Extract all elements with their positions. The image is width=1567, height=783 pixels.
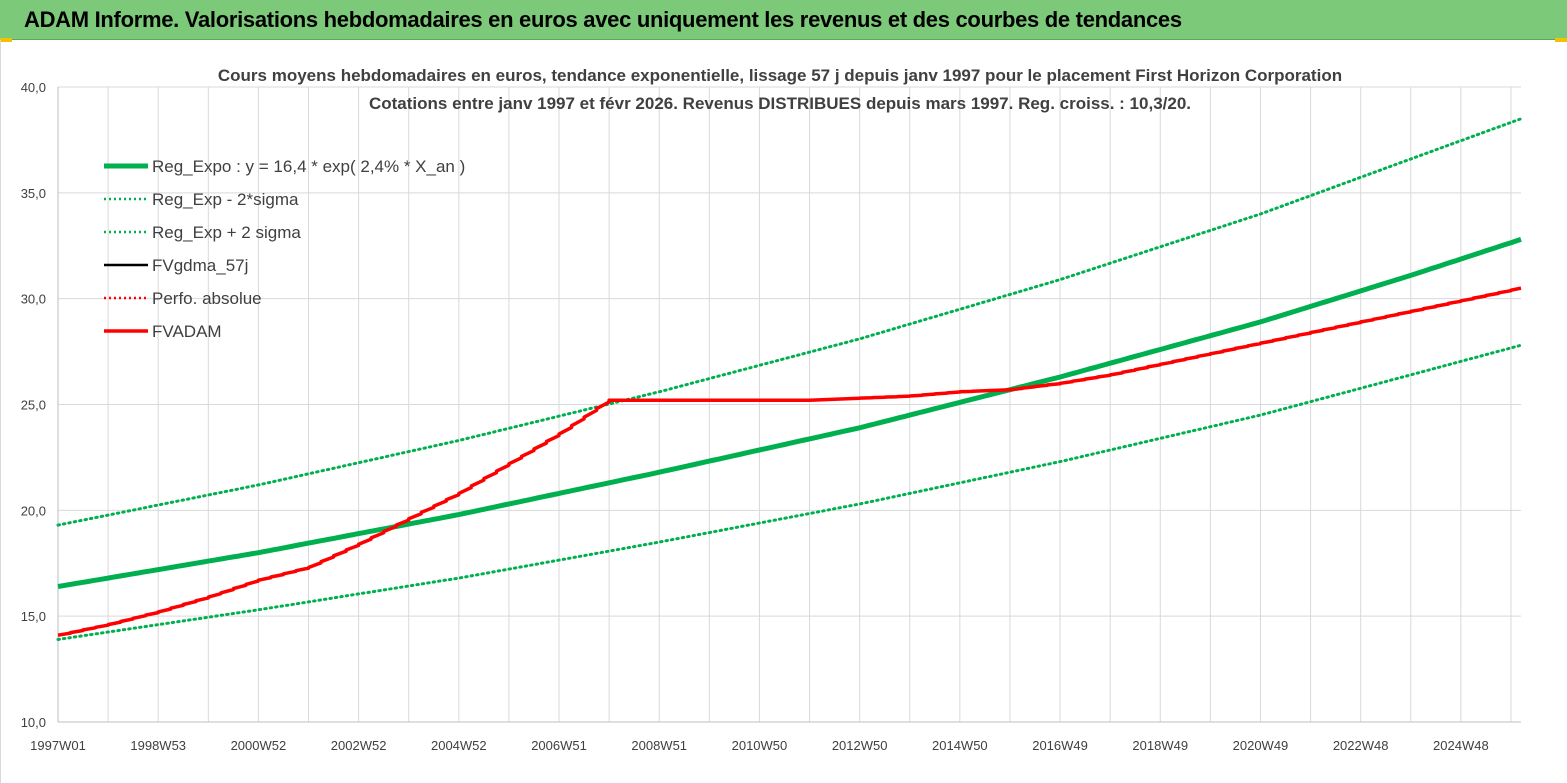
chart-title-line-1: Cours moyens hebdomadaires en euros, ten… xyxy=(218,66,1342,85)
series-line-0 xyxy=(57,237,1522,589)
x-tick-label: 2008W51 xyxy=(631,738,687,753)
series-line-1 xyxy=(56,343,1523,641)
x-tick-label: 2024W48 xyxy=(1433,738,1489,753)
y-tick-label: 20,0 xyxy=(21,503,46,518)
y-tick-label: 30,0 xyxy=(21,292,46,307)
x-tick-label: 2014W50 xyxy=(932,738,988,753)
y-tick-label: 15,0 xyxy=(21,609,46,624)
grid-layer xyxy=(57,86,1521,723)
chart-legend: Reg_Expo : y = 16,4 * exp( 2,4% * X_an )… xyxy=(104,157,465,341)
legend-label: Perfo. absolue xyxy=(152,289,262,308)
legend-label: Reg_Expo : y = 16,4 * exp( 2,4% * X_an ) xyxy=(152,157,465,176)
series-line-2 xyxy=(56,117,1523,527)
x-tick-label: 2004W52 xyxy=(431,738,487,753)
legend-label: Reg_Exp + 2 sigma xyxy=(152,223,301,242)
report-banner: ADAM Informe. Valorisations hebdomadaire… xyxy=(0,0,1567,40)
legend-label: Reg_Exp - 2*sigma xyxy=(152,190,299,209)
chart-title-line-2: Cotations entre janv 1997 et févr 2026. … xyxy=(369,94,1191,113)
series-layer xyxy=(56,117,1523,641)
y-tick-label: 10,0 xyxy=(21,715,46,730)
x-tick-label: 2012W50 xyxy=(832,738,888,753)
x-tick-label: 2016W49 xyxy=(1032,738,1088,753)
x-tick-label: 2022W48 xyxy=(1333,738,1389,753)
corner-marker xyxy=(0,38,12,42)
x-tick-label: 1998W53 xyxy=(130,738,186,753)
x-tick-label: 1997W01 xyxy=(30,738,86,753)
y-tick-label: 25,0 xyxy=(21,398,46,413)
axis-layer: 10,0 15,0 20,0 25,0 30,0 35,0 40,0 1997W01 1998W… xyxy=(21,80,1521,753)
x-tick-label: 2018W49 xyxy=(1132,738,1188,753)
x-tick-label: 2000W52 xyxy=(231,738,287,753)
y-tick-label: 40,0 xyxy=(21,80,46,95)
legend-label: FVgdma_57j xyxy=(152,256,248,275)
corner-marker xyxy=(1555,38,1567,42)
x-tick-label: 2006W51 xyxy=(531,738,587,753)
series-line-5 xyxy=(57,286,1522,637)
report-title: ADAM Informe. Valorisations hebdomadaire… xyxy=(24,7,1182,32)
y-tick-label: 35,0 xyxy=(21,186,46,201)
x-tick-label: 2020W49 xyxy=(1233,738,1289,753)
chart-frame xyxy=(0,40,1567,783)
x-tick-label: 2002W52 xyxy=(331,738,387,753)
legend-label: FVADAM xyxy=(152,322,222,341)
x-tick-label: 2010W50 xyxy=(732,738,788,753)
